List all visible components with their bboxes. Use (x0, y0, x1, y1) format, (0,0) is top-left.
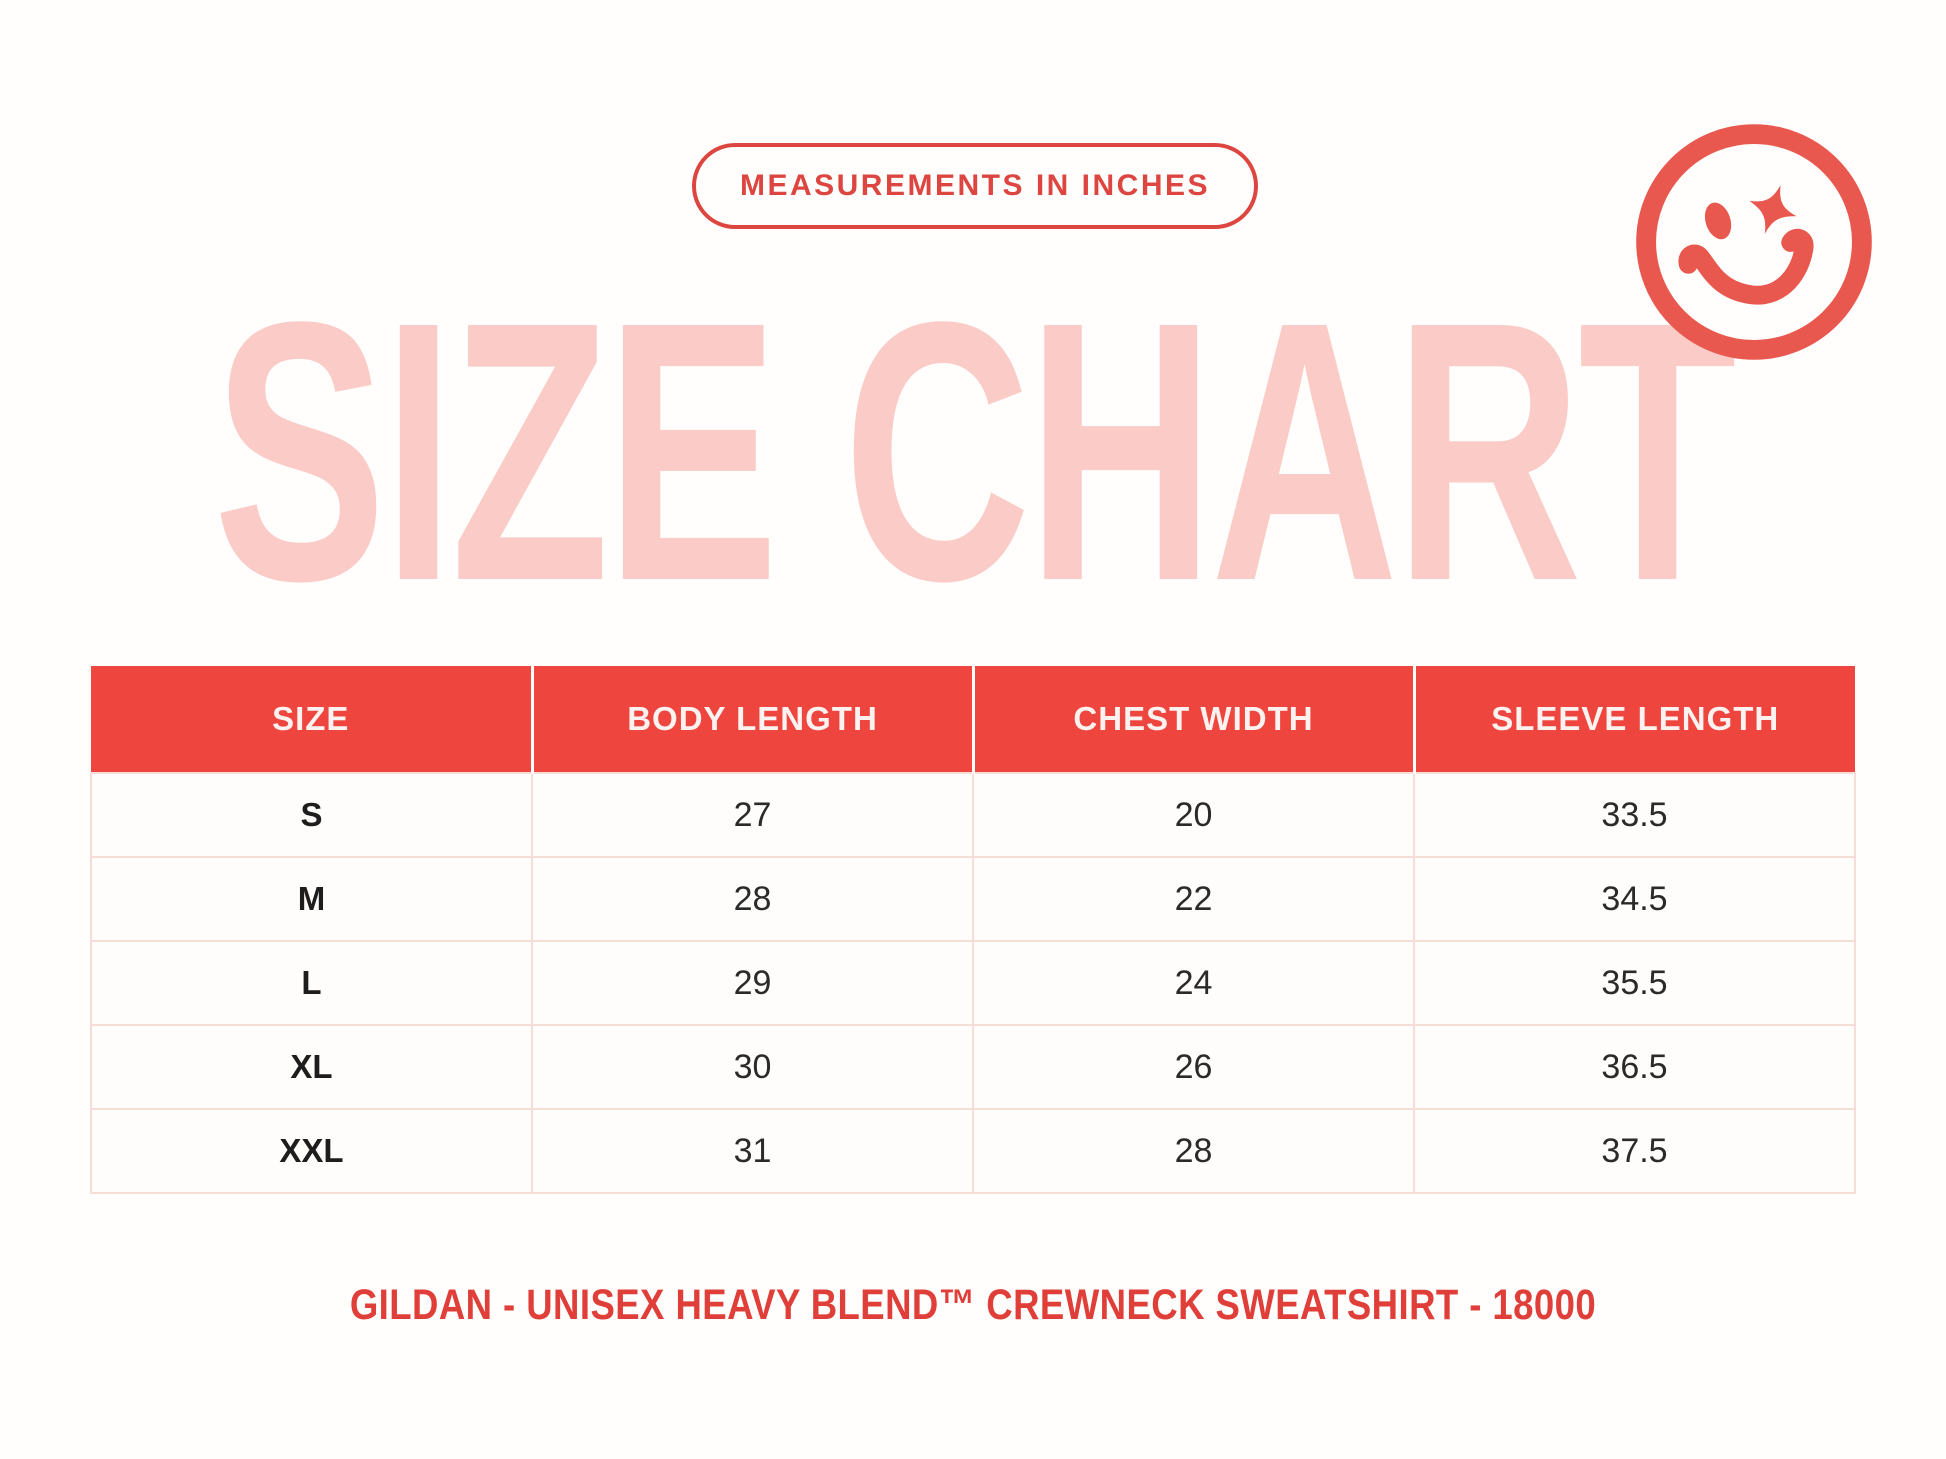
column-header-size: SIZE (91, 666, 534, 773)
table-row-xl: XL 30 26 36.5 (90, 1024, 1856, 1110)
cell-sleeve-length: 34.5 (1413, 856, 1856, 942)
table-row-s: S 27 20 33.5 (90, 772, 1856, 858)
cell-sleeve-length: 36.5 (1413, 1024, 1856, 1110)
size-chart-table: SIZE BODY LENGTH CHEST WIDTH SLEEVE LENG… (90, 666, 1856, 1194)
cell-chest-width: 22 (972, 856, 1415, 942)
cell-sleeve-length: 35.5 (1413, 940, 1856, 1026)
cell-size: M (90, 856, 533, 942)
table-header-row: SIZE BODY LENGTH CHEST WIDTH SLEEVE LENG… (91, 666, 1855, 773)
measurements-badge: MEASUREMENTS IN INCHES (692, 143, 1258, 229)
table-row-l: L 29 24 35.5 (90, 940, 1856, 1026)
cell-size: XXL (90, 1108, 533, 1194)
measurements-badge-label: MEASUREMENTS IN INCHES (739, 169, 1211, 202)
cell-sleeve-length: 33.5 (1413, 772, 1856, 858)
cell-chest-width: 26 (972, 1024, 1415, 1110)
column-header-chest-width: CHEST WIDTH (973, 666, 1416, 773)
cell-chest-width: 24 (972, 940, 1415, 1026)
cell-chest-width: 20 (972, 772, 1415, 858)
table-row-m: M 28 22 34.5 (90, 856, 1856, 942)
table-row-xxl: XXL 31 28 37.5 (90, 1108, 1856, 1194)
cell-body-length: 29 (531, 940, 974, 1026)
cell-chest-width: 28 (972, 1108, 1415, 1194)
footer-caption: GILDAN - UNISEX HEAVY BLEND™ CREWNECK SW… (349, 1281, 1597, 1329)
cell-size: S (90, 772, 533, 858)
cell-body-length: 28 (531, 856, 974, 942)
page-title: SIZE CHART (213, 246, 1737, 659)
column-header-body-length: BODY LENGTH (532, 666, 975, 773)
cell-sleeve-length: 37.5 (1413, 1108, 1856, 1194)
cell-size: L (90, 940, 533, 1026)
column-header-sleeve-length: SLEEVE LENGTH (1414, 666, 1855, 773)
cell-body-length: 30 (531, 1024, 974, 1110)
cell-size: XL (90, 1024, 533, 1110)
cell-body-length: 27 (531, 772, 974, 858)
cell-body-length: 31 (531, 1108, 974, 1194)
winking-smiley-icon (1636, 124, 1872, 360)
